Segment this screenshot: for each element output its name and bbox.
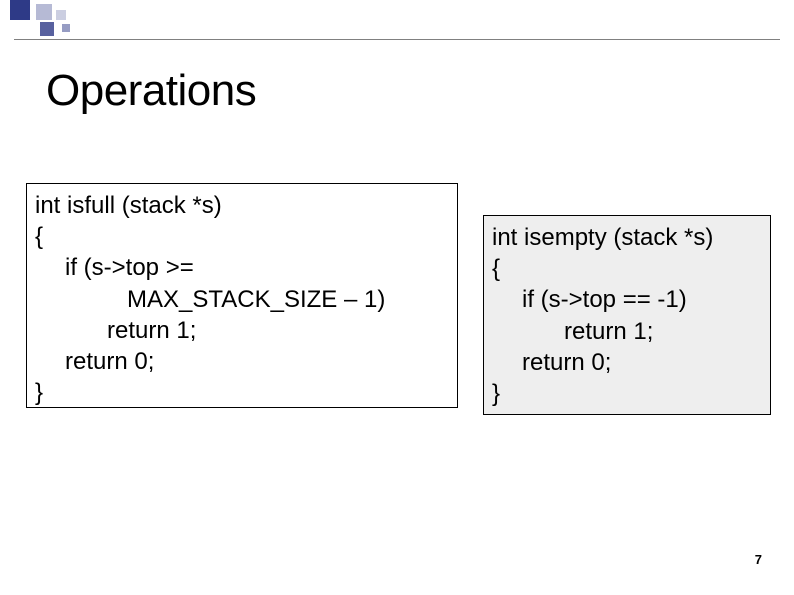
- slide-title: Operations: [46, 66, 256, 116]
- code-line: return 0;: [492, 347, 762, 378]
- code-line: {: [35, 221, 449, 252]
- code-line: int isempty (stack *s): [492, 222, 762, 253]
- page-number: 7: [755, 552, 762, 567]
- code-line: {: [492, 253, 762, 284]
- code-line: if (s->top == -1): [492, 284, 762, 315]
- slide-decoration: [0, 0, 794, 40]
- code-line: }: [492, 378, 762, 409]
- code-line: if (s->top >=: [35, 252, 449, 283]
- code-box-isfull: int isfull (stack *s){if (s->top >=MAX_S…: [26, 183, 458, 408]
- code-line: return 1;: [492, 316, 762, 347]
- code-line: return 1;: [35, 315, 449, 346]
- code-line: int isfull (stack *s): [35, 190, 449, 221]
- code-line: }: [35, 377, 449, 408]
- code-line: MAX_STACK_SIZE – 1): [35, 284, 449, 315]
- code-line: return 0;: [35, 346, 449, 377]
- code-box-isempty: int isempty (stack *s){if (s->top == -1)…: [483, 215, 771, 415]
